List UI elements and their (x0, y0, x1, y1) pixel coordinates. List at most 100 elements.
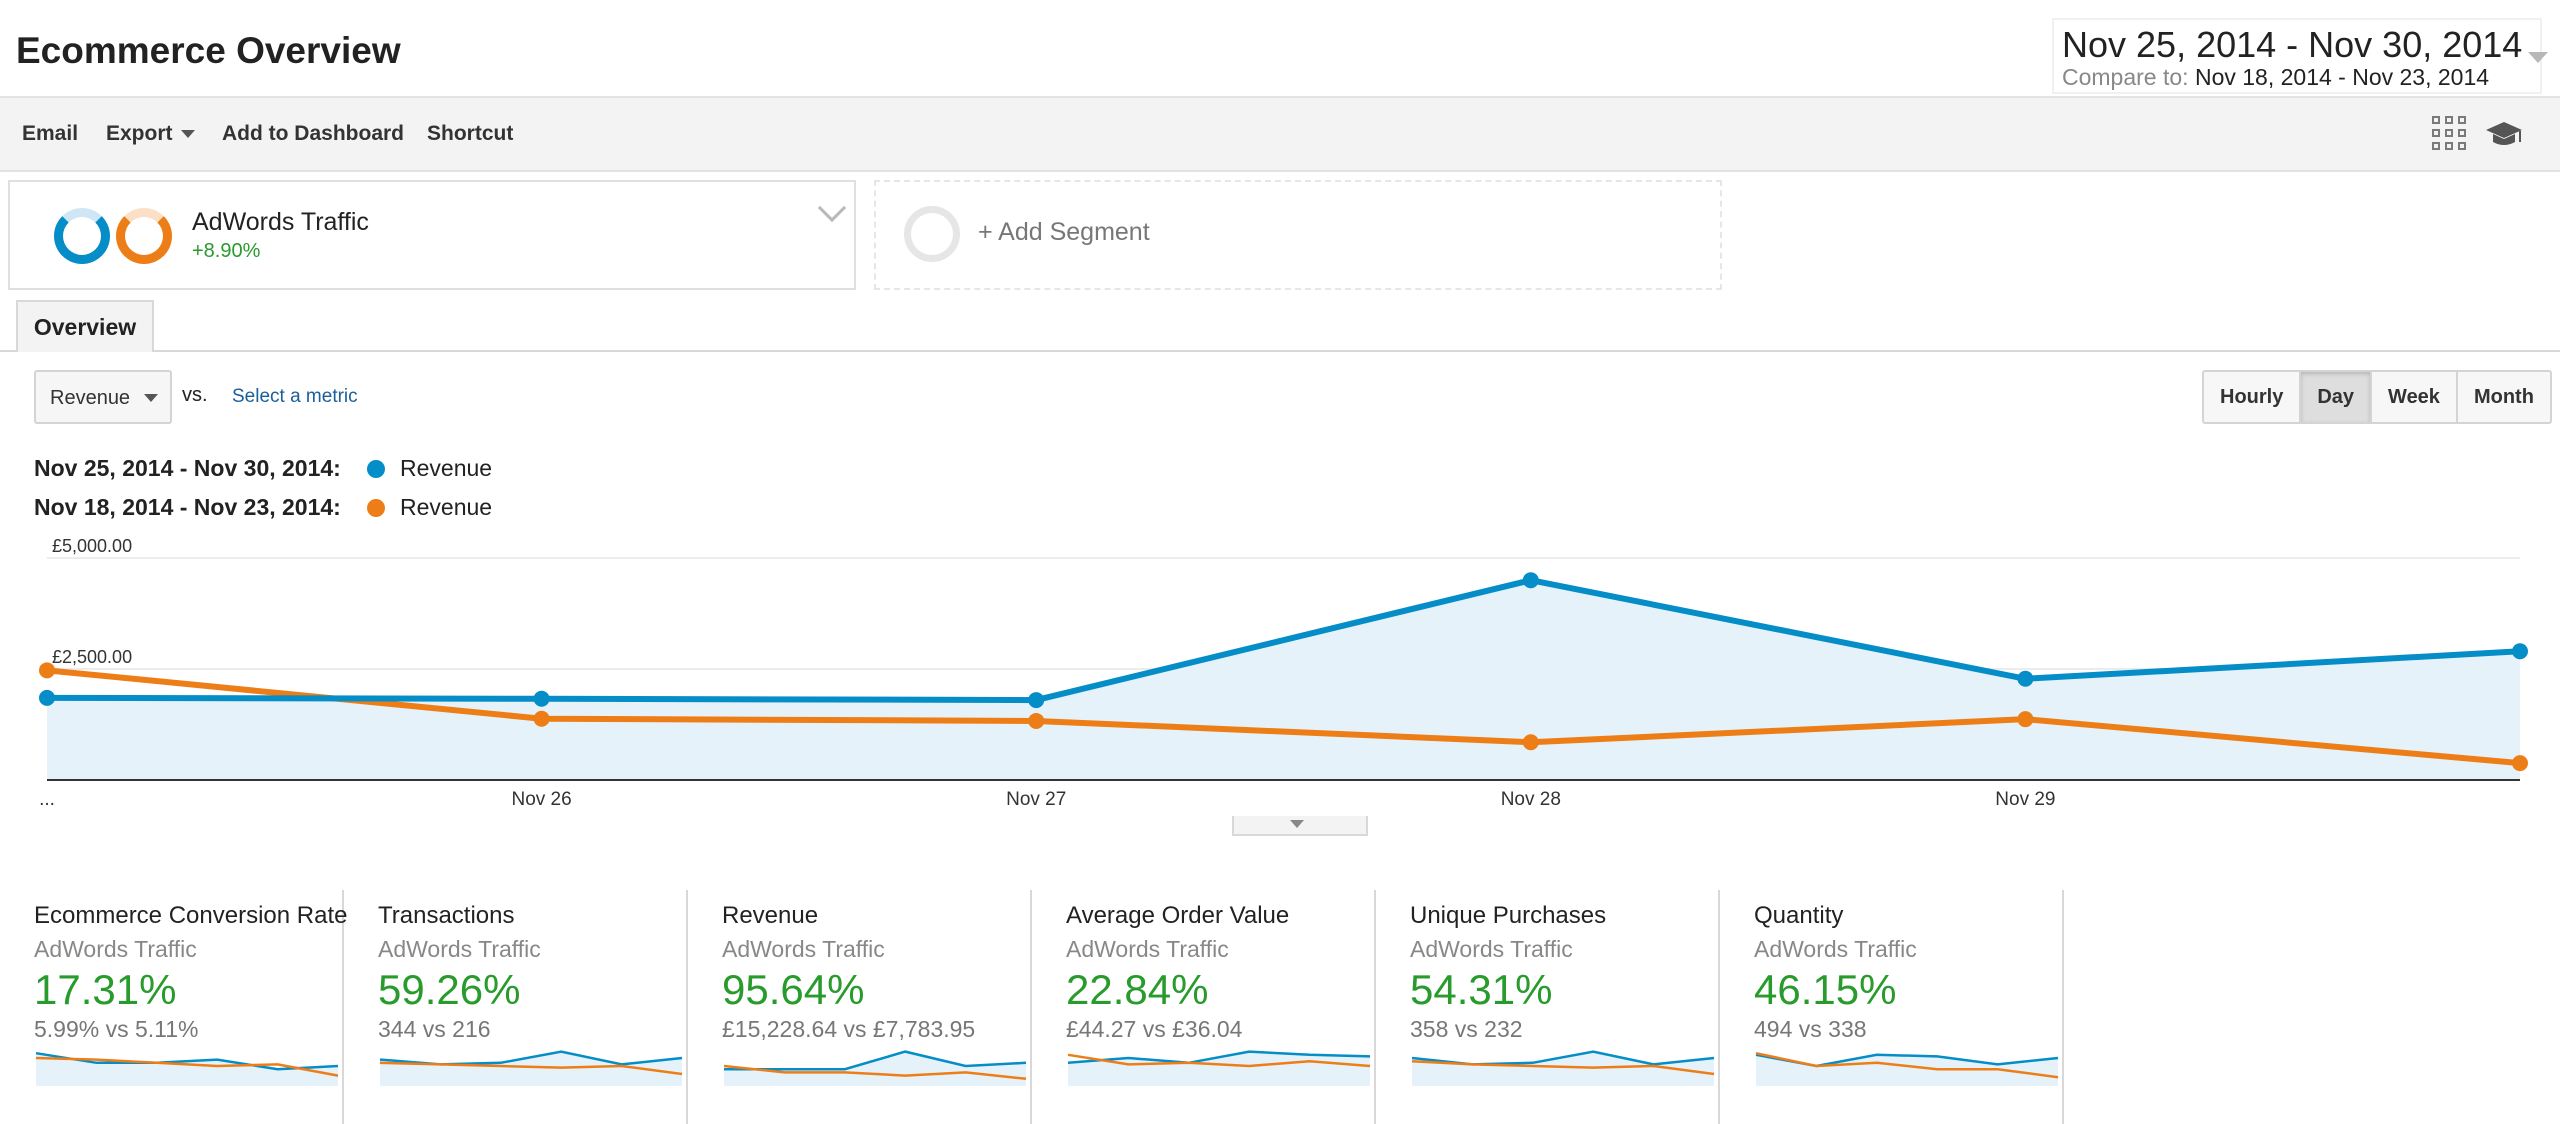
scorecard-segment: AdWords Traffic (1754, 936, 1917, 962)
scorecard-change: 46.15% (1754, 966, 1897, 1013)
scorecard-title: Quantity (1754, 902, 1844, 929)
scorecard[interactable]: Average Order Value AdWords Traffic 22.84%… (1032, 890, 1376, 1124)
legend-compare: Nov 18, 2014 - Nov 23, 2014: Revenue (34, 494, 492, 521)
segment-adwords-traffic[interactable]: AdWords Traffic +8.90% (8, 180, 856, 290)
scorecard-segment: AdWords Traffic (34, 936, 197, 962)
legend-current: Nov 25, 2014 - Nov 30, 2014: Revenue (34, 455, 492, 482)
legend-dot-icon (367, 460, 385, 478)
data-point (1522, 572, 1539, 589)
sparkline-compare (1067, 1053, 1371, 1068)
scorecard-values: 358 vs 232 (1410, 1016, 1523, 1042)
scorecard-change: 59.26% (378, 966, 521, 1013)
shortcut-button[interactable]: Shortcut (427, 122, 514, 145)
segment-placeholder-icon (904, 206, 960, 262)
sparkline-area (724, 1051, 1026, 1086)
legend-dot-icon (367, 499, 385, 517)
sparkline-compare (379, 1061, 683, 1076)
select-metric-link[interactable]: Select a metric (232, 386, 358, 407)
scorecard-segment: AdWords Traffic (378, 936, 541, 962)
x-tick-label: Nov 27 (1006, 789, 1066, 810)
export-button[interactable]: Export (106, 122, 195, 146)
segment-donut-compare-icon (116, 208, 172, 264)
granularity-day[interactable]: Day (2301, 372, 2373, 422)
x-tick-label: Nov 28 (1501, 789, 1561, 810)
revenue-line-chart: £5,000.00 £2,500.00... Nov 26 Nov 27 Nov 28 N… (39, 536, 2528, 810)
scorecard[interactable]: Ecommerce Conversion Rate AdWords Traffic… (0, 890, 348, 1124)
compare-label: Compare to: (2062, 64, 2189, 90)
data-point (1522, 734, 1539, 751)
scorecard-segment: AdWords Traffic (1410, 936, 1573, 962)
granularity-week[interactable]: Week (2372, 372, 2458, 422)
sparkline-current (1067, 1050, 1371, 1065)
page-header: Ecommerce Overview Nov 25, 2014 - Nov 30… (0, 0, 2560, 98)
date-range: Nov 25, 2014 - Nov 30, 2014 (2062, 24, 2523, 65)
granularity-hourly[interactable]: Hourly (2204, 372, 2302, 422)
sparkline (1067, 1050, 1371, 1086)
data-point (1028, 712, 1045, 729)
graduation-cap-icon[interactable] (2484, 118, 2524, 150)
sparkline (723, 1050, 1027, 1086)
y-tick-label: £2,500.00 (52, 647, 132, 667)
compare-range-value: Nov 18, 2014 - Nov 23, 2014 (2194, 64, 2490, 90)
sparkline (379, 1050, 683, 1086)
compare-range: Compare to: Nov 18, 2014 - Nov 23, 2014 (2062, 64, 2489, 91)
x-tick-label: ... (39, 789, 55, 810)
segment-name: AdWords Traffic (192, 208, 369, 236)
data-point (2512, 755, 2528, 772)
sparkline-compare (1411, 1059, 1715, 1076)
legend-range: Nov 25, 2014 - Nov 30, 2014: (34, 455, 341, 481)
add-segment-button[interactable]: + Add Segment (874, 180, 1722, 290)
chevron-down-icon[interactable] (2528, 52, 2548, 63)
scorecard[interactable]: Quantity AdWords Traffic 46.15% 494 vs 338 (1720, 890, 2064, 1124)
action-toolbar: Email Export Add to Dashboard Shortcut (0, 98, 2560, 172)
sparkline-area (1412, 1051, 1714, 1086)
data-point (533, 710, 550, 727)
grid-icon[interactable] (2432, 116, 2468, 152)
page-title: Ecommerce Overview (16, 30, 401, 71)
scorecard-values: 344 vs 216 (378, 1016, 491, 1042)
scorecard[interactable]: Transactions AdWords Traffic 59.26% 344 vs … (344, 890, 688, 1124)
sparkline-compare (35, 1056, 339, 1077)
scorecard-title: Ecommerce Conversion Rate (34, 902, 348, 929)
metric-select-value: Revenue (50, 387, 131, 409)
scorecard-title: Revenue (722, 902, 819, 929)
data-point (39, 662, 55, 679)
add-to-dashboard-button[interactable]: Add to Dashboard (222, 122, 404, 145)
scorecard-values: 5.99% vs 5.11% (34, 1016, 199, 1042)
scorecard-values: £15,228.64 vs £7,783.95 (722, 1016, 976, 1042)
scorecard-title: Unique Purchases (1410, 902, 1607, 929)
chevron-down-icon (144, 394, 158, 402)
sparkline-compare (723, 1064, 1027, 1081)
granularity-toggle: Hourly Day Week Month (2202, 370, 2552, 424)
data-point (39, 689, 55, 706)
scorecard[interactable]: Revenue AdWords Traffic 95.64% £15,228.64 v… (688, 890, 1032, 1124)
y-tick-label: £5,000.00 (52, 536, 132, 556)
scorecard[interactable]: Unique Purchases AdWords Traffic 54.31% 358… (1376, 890, 1720, 1124)
email-button[interactable]: Email (22, 122, 79, 145)
chart-collapse-button[interactable] (1232, 816, 1368, 836)
export-label: Export (106, 122, 173, 145)
sparkline-area (380, 1051, 682, 1086)
add-segment-label: + Add Segment (978, 218, 1150, 246)
series-line (46, 577, 2521, 704)
scorecard-segment: AdWords Traffic (1066, 936, 1229, 962)
data-point (533, 690, 550, 707)
scorecards: Ecommerce Conversion Rate AdWords Traffic… (0, 890, 2560, 1124)
scorecard-change: 54.31% (1410, 966, 1553, 1013)
data-point (2512, 643, 2528, 660)
data-point (1028, 692, 1045, 709)
sparkline-current (724, 1050, 1027, 1071)
x-tick-label: Nov 26 (511, 789, 571, 810)
metric-select[interactable]: Revenue (34, 370, 172, 424)
granularity-month[interactable]: Month (2473, 386, 2534, 408)
segment-delta: +8.90% (192, 240, 261, 262)
sparkline-current (35, 1051, 339, 1071)
chevron-down-icon[interactable] (817, 193, 847, 223)
legend-range: Nov 18, 2014 - Nov 23, 2014: (34, 494, 341, 520)
series-line (46, 667, 2521, 767)
legend-metric: Revenue (400, 455, 493, 481)
sparkline (1755, 1051, 2059, 1086)
legend-metric: Revenue (400, 494, 493, 520)
date-range-picker[interactable]: Nov 25, 2014 - Nov 30, 2014 Compare to: … (2052, 18, 2548, 94)
tab-overview[interactable]: Overview (16, 300, 154, 352)
